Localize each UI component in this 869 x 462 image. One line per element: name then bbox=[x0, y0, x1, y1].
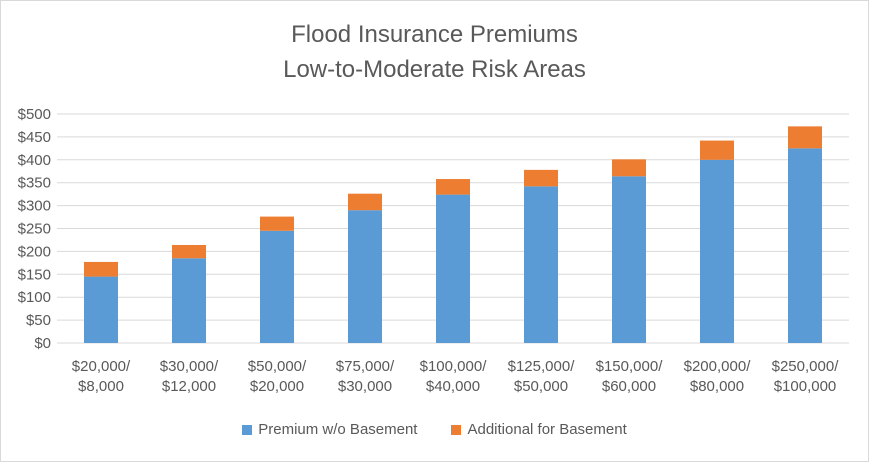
x-tick-label: $125,000/ bbox=[508, 358, 576, 375]
x-tick-label: $20,000/ bbox=[72, 358, 131, 375]
chart-title-line-2: Low-to-Moderate Risk Areas bbox=[283, 56, 586, 83]
bar-premium bbox=[524, 186, 558, 343]
x-tick-label: $40,000 bbox=[426, 378, 480, 395]
y-tick-label: $350 bbox=[18, 175, 51, 192]
x-tick-label: $100,000/ bbox=[420, 358, 488, 375]
legend-swatch-premium bbox=[242, 424, 253, 435]
bar-basement bbox=[788, 126, 822, 149]
x-tick-label: $12,000 bbox=[162, 378, 216, 395]
x-tick-label: $100,000 bbox=[774, 378, 837, 395]
y-tick-label: $400 bbox=[18, 152, 51, 169]
bar-premium bbox=[84, 276, 118, 343]
bar-premium bbox=[260, 230, 294, 343]
y-tick-label: $300 bbox=[18, 198, 51, 215]
bar-premium bbox=[436, 194, 470, 343]
y-tick-label: $250 bbox=[18, 221, 51, 238]
x-tick-label: $30,000 bbox=[338, 378, 392, 395]
y-tick-label: $0 bbox=[34, 335, 51, 352]
x-tick-label: $150,000/ bbox=[596, 358, 664, 375]
bar-premium bbox=[612, 176, 646, 343]
x-tick-label: $60,000 bbox=[602, 378, 656, 395]
legend-swatch-basement bbox=[451, 424, 462, 435]
bar-premium bbox=[172, 258, 206, 343]
legend-item-basement: Additional for Basement bbox=[451, 421, 627, 438]
bar-basement bbox=[436, 179, 470, 195]
y-tick-label: $150 bbox=[18, 266, 51, 283]
x-tick-label: $75,000/ bbox=[336, 358, 395, 375]
bar-basement bbox=[260, 216, 294, 231]
bar-premium bbox=[348, 210, 382, 343]
legend-label-basement: Additional for Basement bbox=[467, 421, 627, 438]
x-tick-label: $80,000 bbox=[690, 378, 744, 395]
x-tick-label: $8,000 bbox=[78, 378, 124, 395]
chart-title-line-1: Flood Insurance Premiums bbox=[291, 21, 578, 48]
y-tick-label: $200 bbox=[18, 243, 51, 260]
legend-label-premium: Premium w/o Basement bbox=[258, 421, 418, 438]
y-tick-label: $100 bbox=[18, 289, 51, 306]
x-tick-label: $250,000/ bbox=[772, 358, 840, 375]
bar-premium bbox=[788, 148, 822, 343]
x-tick-label: $20,000 bbox=[250, 378, 304, 395]
x-tick-label: $30,000/ bbox=[160, 358, 219, 375]
bar-basement bbox=[524, 169, 558, 187]
y-tick-label: $500 bbox=[18, 106, 51, 123]
legend-item-premium: Premium w/o Basement bbox=[242, 421, 417, 438]
bar-basement bbox=[612, 159, 646, 177]
bar-basement bbox=[172, 244, 206, 259]
bar-basement bbox=[348, 193, 382, 211]
bar-basement bbox=[84, 261, 118, 277]
bar-premium bbox=[700, 159, 734, 343]
y-tick-label: $450 bbox=[18, 129, 51, 146]
x-tick-label: $50,000/ bbox=[248, 358, 307, 375]
y-tick-label: $50 bbox=[26, 312, 51, 329]
x-tick-label: $50,000 bbox=[514, 378, 568, 395]
legend: Premium w/o Basement Additional for Base… bbox=[1, 421, 868, 438]
x-tick-label: $200,000/ bbox=[684, 358, 752, 375]
bar-basement bbox=[700, 140, 734, 160]
